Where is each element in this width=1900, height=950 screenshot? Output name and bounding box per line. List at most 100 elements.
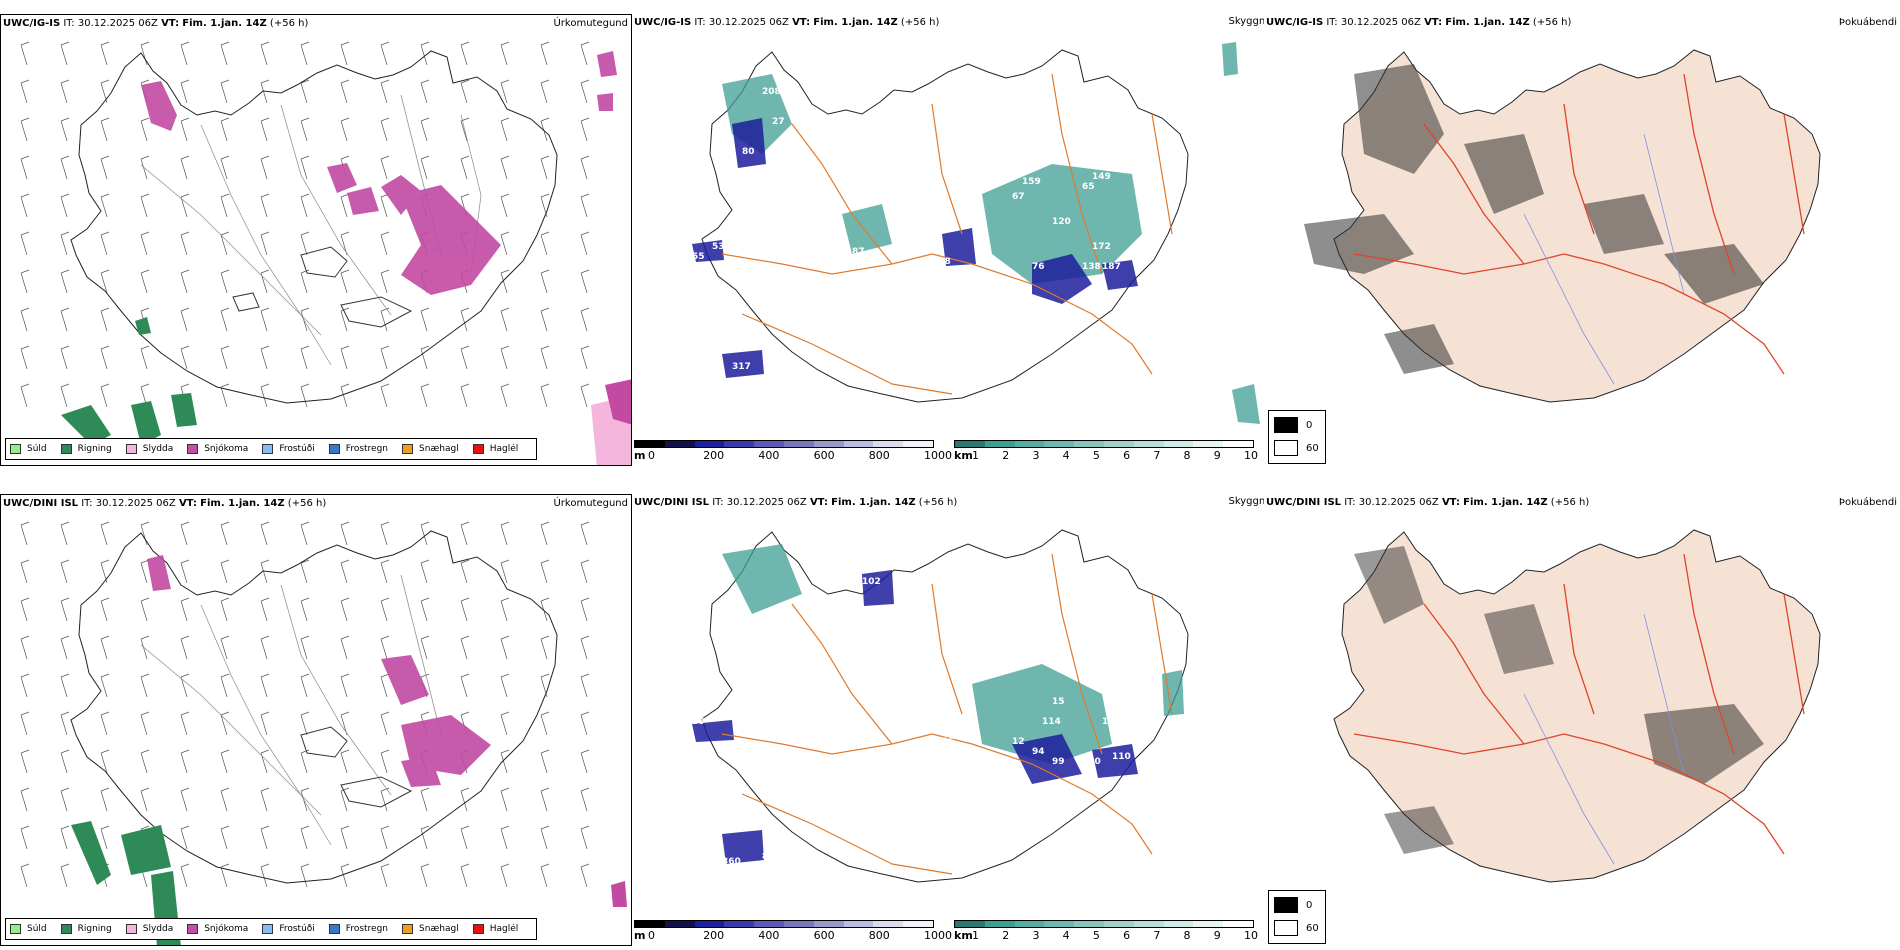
wind-barb bbox=[540, 749, 550, 774]
model-name: UWC/DINI ISL bbox=[1266, 497, 1342, 508]
scale-tick-label: 0 bbox=[648, 449, 655, 462]
valid-time: Fim. 1.jan. 14Z bbox=[1463, 497, 1548, 508]
wind-barb bbox=[100, 193, 110, 218]
wind-barb bbox=[380, 521, 390, 546]
wind-barb bbox=[540, 269, 550, 294]
wind-barb bbox=[260, 117, 270, 142]
wind-barb bbox=[540, 825, 550, 850]
wind-barb bbox=[180, 79, 190, 104]
ceiling-value-label: 138 bbox=[1082, 262, 1101, 272]
ceiling-value-labels: 80 73 146 104 33 14 102 31 16 12 94 99 310 110 15 114 14… bbox=[692, 577, 1131, 867]
lead-time: (+56 h) bbox=[900, 17, 940, 28]
wind-barb bbox=[420, 635, 430, 660]
ceiling-value-label: 159 bbox=[1022, 177, 1041, 187]
model-name: UWC/DINI ISL bbox=[634, 497, 710, 508]
wind-barb bbox=[60, 269, 70, 294]
wind-barb bbox=[20, 79, 30, 104]
wind-barb bbox=[340, 597, 350, 622]
wind-barb bbox=[260, 41, 270, 66]
wind-barb bbox=[500, 193, 510, 218]
legend-label: Súld bbox=[27, 924, 47, 934]
wind-barb bbox=[220, 345, 230, 370]
wind-barb bbox=[60, 863, 70, 888]
wind-barb bbox=[60, 597, 70, 622]
wind-barb bbox=[300, 787, 310, 812]
ceiling-value-label: 360 bbox=[722, 857, 741, 867]
ceiling-value-label: 67 bbox=[1012, 192, 1025, 202]
visibility-areas bbox=[722, 42, 1260, 424]
wind-barb bbox=[260, 711, 270, 736]
wind-barb bbox=[420, 787, 430, 812]
ceiling-value-label: 310 bbox=[1082, 757, 1101, 767]
wind-barb bbox=[180, 673, 190, 698]
ceiling-value-label: 65 bbox=[1082, 182, 1095, 192]
wind-barb bbox=[100, 825, 110, 850]
wind-barb bbox=[380, 635, 390, 660]
valid-time: Fim. 1.jan. 14Z bbox=[200, 498, 285, 509]
wind-barb bbox=[220, 559, 230, 584]
wind-barb bbox=[340, 787, 350, 812]
wind-barb bbox=[460, 307, 470, 332]
wind-barb bbox=[380, 41, 390, 66]
wind-barb bbox=[140, 673, 150, 698]
wind-barb bbox=[380, 307, 390, 332]
rivers bbox=[1523, 133, 1685, 385]
model-name: UWC/IG-IS bbox=[1266, 17, 1324, 28]
wind-barb bbox=[340, 635, 350, 660]
legend-label: Súld bbox=[27, 444, 47, 454]
wind-barb bbox=[340, 711, 350, 736]
wind-barb bbox=[180, 193, 190, 218]
wind-barb bbox=[580, 155, 590, 180]
wind-barb bbox=[580, 269, 590, 294]
ceiling-value-label: 70 bbox=[722, 67, 735, 77]
legend-swatch bbox=[60, 924, 72, 934]
legend-label: Haglél bbox=[489, 924, 519, 934]
wind-barb bbox=[580, 193, 590, 218]
legend-item-frostregn: Frostregn bbox=[328, 924, 389, 934]
wind-barb bbox=[540, 863, 550, 888]
scale-tick-label: 1000 bbox=[924, 449, 952, 462]
scale-tick-label: 5 bbox=[1092, 929, 1100, 942]
wind-barb bbox=[220, 41, 230, 66]
ceiling-value-label: 53 bbox=[712, 242, 725, 252]
legend-item-haglél: Haglél bbox=[472, 444, 518, 454]
legend-swatch bbox=[60, 444, 72, 454]
wind-barb bbox=[300, 673, 310, 698]
wind-barb bbox=[380, 559, 390, 584]
scale-tick-label: 7 bbox=[1153, 449, 1161, 462]
wind-barb bbox=[140, 117, 150, 142]
lead-time: (+56 h) bbox=[918, 497, 958, 508]
wind-barb bbox=[460, 79, 470, 104]
wind-barb bbox=[100, 559, 110, 584]
wind-barb bbox=[20, 749, 30, 774]
scale-tick-label: 200 bbox=[703, 929, 725, 942]
wind-barb bbox=[540, 79, 550, 104]
wind-barb bbox=[580, 749, 590, 774]
wind-barb bbox=[220, 269, 230, 294]
scale-tick-label: 0 bbox=[648, 929, 655, 942]
fog-indicator-panel-row1: UWC/IG-IS IT: 30.12.2025 06Z VT: Fim. 1.… bbox=[1264, 14, 1900, 466]
wind-barb bbox=[20, 307, 30, 332]
roads bbox=[721, 553, 1173, 875]
wind-barb bbox=[340, 345, 350, 370]
wind-barb bbox=[380, 269, 390, 294]
ceiling-value-label: 27 bbox=[772, 117, 785, 127]
scale-tick-label: 3 bbox=[1032, 929, 1040, 942]
legend-item-frostúði: Frostúði bbox=[262, 444, 315, 454]
wind-barb bbox=[540, 307, 550, 332]
wind-barb bbox=[540, 787, 550, 812]
wind-barb bbox=[180, 117, 190, 142]
wind-barb bbox=[180, 559, 190, 584]
ceiling-value-label: 149 bbox=[1092, 172, 1111, 182]
wind-barb bbox=[500, 635, 510, 660]
wind-barb bbox=[340, 117, 350, 142]
wind-barb bbox=[380, 79, 390, 104]
wind-barb bbox=[580, 597, 590, 622]
legend-label: Frostregn bbox=[345, 924, 389, 934]
wind-barb bbox=[580, 231, 590, 256]
wind-barb bbox=[180, 787, 190, 812]
ceiling-visibility-map: 70 208 102 27 80 86 386 188 53 55 87 108 124 9 317 108 1… bbox=[692, 42, 1260, 424]
ceiling-value-label: 12 bbox=[1012, 737, 1025, 747]
wind-barb bbox=[420, 345, 430, 370]
legend-label: Snæhagl bbox=[419, 924, 459, 934]
